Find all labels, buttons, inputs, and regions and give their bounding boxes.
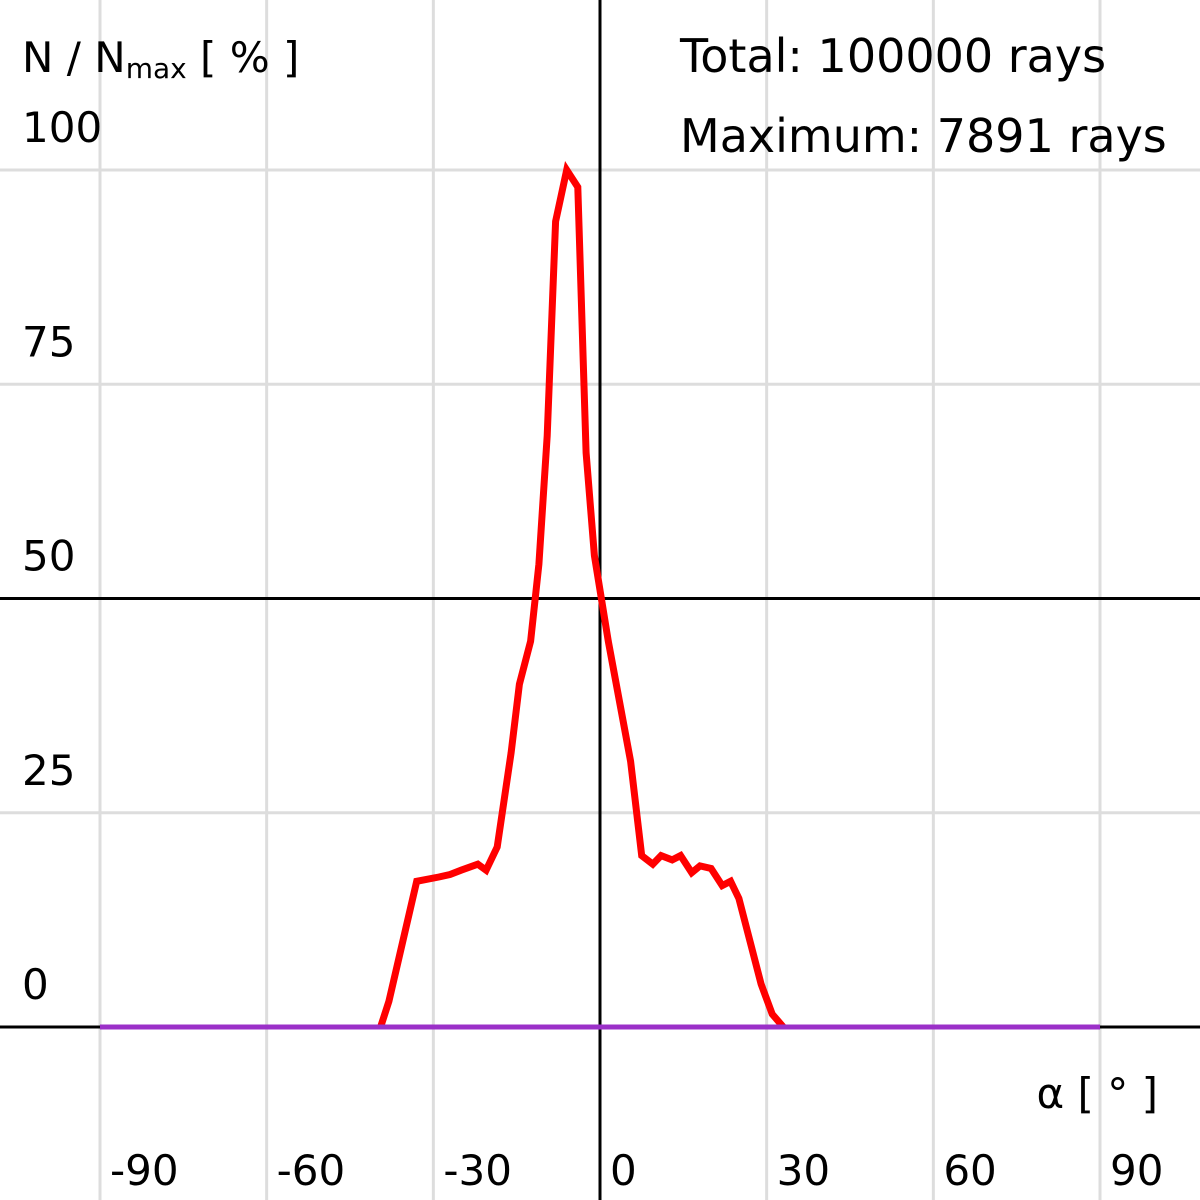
y-tick-label: 75 (22, 317, 75, 366)
y-axis-label: N / Nmax [ % ] (22, 33, 299, 85)
y-tick-label: 25 (22, 746, 75, 795)
x-tick-label: 60 (943, 1146, 996, 1195)
x-tick-label: -60 (277, 1146, 346, 1195)
y-axis-label-unit: [ % ] (187, 33, 300, 82)
total-rays-annotation: Total: 100000 rays (679, 29, 1106, 83)
x-tick-labels: -90 -60 -30 0 30 60 90 (110, 1146, 1163, 1195)
maximum-rays-annotation: Maximum: 7891 rays (680, 109, 1167, 163)
y-axis-label-subscript: max (126, 52, 187, 85)
x-axis-label: α [ ° ] (1036, 1069, 1158, 1118)
x-tick-label: -90 (110, 1146, 179, 1195)
y-tick-label: 100 (22, 103, 102, 152)
y-tick-label: 50 (22, 532, 75, 581)
ray-distribution-series (377, 161, 786, 1030)
x-tick-label: 30 (777, 1146, 830, 1195)
series-layer (100, 161, 1100, 1030)
x-tick-label: 0 (610, 1146, 637, 1195)
y-tick-label: 0 (22, 960, 49, 1009)
x-tick-label: -30 (443, 1146, 512, 1195)
y-axis-label-main: N / N (22, 33, 126, 82)
x-tick-label: 90 (1110, 1146, 1163, 1195)
y-tick-labels: 0 25 50 75 100 (22, 103, 102, 1009)
